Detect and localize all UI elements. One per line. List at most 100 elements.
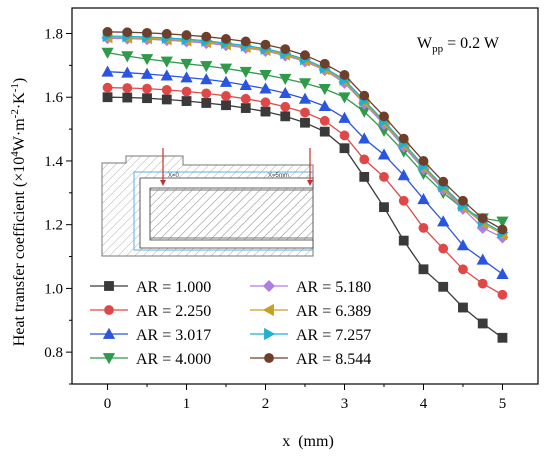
series-point <box>260 97 271 108</box>
series-point <box>418 156 429 166</box>
legend-label: AR = 2.250 <box>136 303 211 320</box>
inset-arrowhead-right <box>307 180 313 186</box>
legend-item: AR = 1.000 <box>90 279 211 296</box>
series-point <box>181 30 192 40</box>
x-tick-label: 5 <box>499 396 507 412</box>
series-point <box>239 66 252 78</box>
series-point <box>458 302 468 313</box>
series-point <box>438 176 449 187</box>
series-point <box>339 70 350 80</box>
series-point <box>300 117 310 128</box>
legend-marker <box>104 305 114 315</box>
series-point <box>240 36 251 47</box>
series-point <box>476 253 489 265</box>
series-point <box>142 93 152 104</box>
series-point <box>379 202 389 213</box>
x-tick-label: 1 <box>183 396 191 412</box>
series-point <box>496 216 509 228</box>
series-point <box>142 27 152 38</box>
y-tick-label: 1.0 <box>44 281 63 297</box>
y-tick-label: 1.6 <box>44 90 63 106</box>
series-point <box>259 82 272 94</box>
series-point <box>417 192 430 205</box>
series-point <box>497 332 508 343</box>
legend-label: AR = 8.544 <box>296 351 371 368</box>
series-point <box>240 93 251 104</box>
legend-label: AR = 4.000 <box>136 351 211 368</box>
y-label-unit-sup1: -2 <box>9 109 21 118</box>
series-point <box>201 88 212 99</box>
series-point <box>338 111 351 123</box>
series-point <box>438 281 449 292</box>
series-point <box>359 171 370 182</box>
series-point <box>318 84 331 96</box>
series-point <box>319 115 330 126</box>
series-point <box>338 92 351 104</box>
series-point <box>456 239 470 251</box>
series-point <box>122 83 133 93</box>
y-label-unit: W·m <box>11 118 28 151</box>
y-tick-label: 0.8 <box>44 345 63 361</box>
legend: AR = 1.000 AR = 2.250 AR = 3.017 AR = 4.000… <box>90 279 371 368</box>
series-0 <box>102 92 508 343</box>
series-point <box>239 78 252 91</box>
series-point <box>280 111 291 122</box>
legend-label: AR = 1.000 <box>136 279 211 296</box>
series-point <box>140 67 154 79</box>
series-point <box>260 106 271 117</box>
legend-item: AR = 6.389 <box>250 303 371 320</box>
series-point <box>458 195 468 206</box>
series-point <box>418 264 429 275</box>
series-point <box>181 96 192 106</box>
series-point <box>397 169 410 181</box>
annotation-rest: = 0.2 W <box>443 35 500 52</box>
series-point <box>279 86 292 98</box>
series-point <box>221 91 231 101</box>
legend-marker <box>264 327 276 341</box>
legend-marker <box>102 353 116 365</box>
series-point <box>201 98 212 108</box>
legend-marker <box>104 281 114 291</box>
series-point <box>102 92 113 103</box>
series-point <box>201 31 212 42</box>
annotation-sub: pp <box>432 43 444 55</box>
y-label-unit-mid: ·K <box>11 92 28 109</box>
series-point <box>181 86 192 97</box>
legend-item: AR = 4.000 <box>90 351 211 368</box>
legend-label: AR = 5.180 <box>296 279 371 296</box>
legend-label: AR = 7.257 <box>296 327 371 344</box>
series-point <box>101 65 114 77</box>
series-7 <box>102 26 508 235</box>
series-layer <box>101 26 509 343</box>
series-point <box>180 71 193 83</box>
series-point <box>418 222 429 233</box>
series-point <box>319 58 330 69</box>
series-point <box>458 264 468 275</box>
series-point <box>161 28 172 39</box>
series-point <box>219 63 233 75</box>
series-point <box>359 90 370 101</box>
series-point <box>398 133 409 144</box>
series-point <box>437 215 450 227</box>
legend-marker <box>102 327 116 339</box>
series-point <box>279 73 292 85</box>
inset-channel <box>139 177 314 249</box>
series-point <box>318 99 331 112</box>
series-point <box>160 56 173 68</box>
series-point <box>161 84 172 95</box>
series-point <box>319 126 330 137</box>
series-point <box>122 92 133 103</box>
legend-item: AR = 7.257 <box>250 327 371 344</box>
series-point <box>221 34 231 44</box>
series-point <box>477 318 488 329</box>
series-point <box>102 26 113 37</box>
series-point <box>259 70 272 82</box>
power-annotation: Wpp = 0.2 W <box>417 35 500 55</box>
y-tick-label: 1.2 <box>44 218 63 234</box>
series-point <box>102 82 113 93</box>
series-point <box>240 103 251 113</box>
series-point <box>161 94 172 105</box>
series-point <box>280 44 291 55</box>
series-point <box>300 50 310 61</box>
